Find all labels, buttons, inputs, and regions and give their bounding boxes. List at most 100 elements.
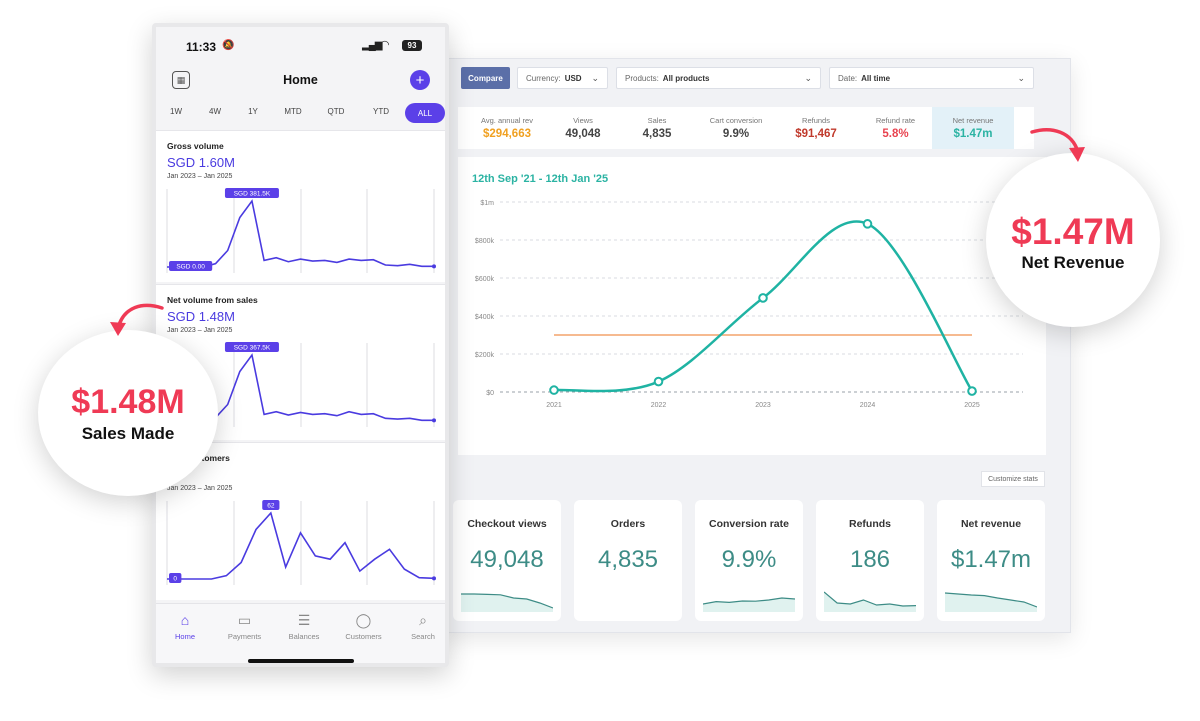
stat-value: 186 <box>849 546 891 573</box>
currency-select[interactable]: Currency: USD ⌄ <box>517 67 608 89</box>
data-point[interactable] <box>862 219 873 229</box>
kpi-0[interactable]: Avg. annual rev $294,663 <box>468 107 546 149</box>
range-tab-1y[interactable]: 1Y <box>248 107 258 116</box>
x-tick-label: 2024 <box>860 402 876 409</box>
search-icon: ⌕ <box>419 612 427 628</box>
sparkline-area <box>461 594 553 612</box>
peak-badge <box>262 500 280 510</box>
range-tab-ytd[interactable]: YTD <box>373 107 389 116</box>
range-tab-all[interactable]: ALL <box>405 103 445 123</box>
range-tab-1w[interactable]: 1W <box>170 107 182 116</box>
sparkline-area <box>945 593 1037 612</box>
net-revenue-line-chart: $0 $200k $400k $600k $800k $1m 2021 2022 2023 202… <box>475 200 1023 409</box>
chevron-down-icon: ⌄ <box>1017 73 1025 83</box>
kpi-label: Views <box>573 116 593 125</box>
nav-label: Payments <box>227 632 262 641</box>
range-tab-qtd[interactable]: QTD <box>327 107 345 116</box>
metric-sparkline-chart: SGD 381.5K SGD 0.00 <box>166 188 436 273</box>
stat-title: Refunds <box>849 518 891 530</box>
compare-button[interactable]: Compare <box>461 67 510 89</box>
kpi-label: Net revenue <box>952 116 994 125</box>
stat-card-0[interactable]: Checkout views 49,048 <box>453 500 561 621</box>
revenue-chart-card: 12th Sep '21 - 12th Jan '25 $0 $200k $400k… <box>458 157 1046 455</box>
products-value: All products <box>662 73 710 83</box>
products-select[interactable]: Products: All products ⌄ <box>616 67 821 89</box>
peak-badge <box>224 188 279 198</box>
curved-arrow-icon <box>1030 128 1085 162</box>
range-tab-mtd[interactable]: MTD <box>284 107 302 116</box>
nav-label: Balances <box>288 632 320 641</box>
kpi-value: 49,048 <box>565 128 601 140</box>
range-tabs: 1W 4W 1Y MTD QTD YTD ALL <box>156 103 445 125</box>
products-label: Products: <box>625 73 659 83</box>
kpi-5[interactable]: Refund rate 5.8% <box>856 107 935 149</box>
end-point <box>432 576 436 581</box>
phone-frame: 11:33 🔕 ▂▄▆ ◠ 93 ▦ Home + 1W 4W 1Y MTD QTD YT… <box>152 23 449 667</box>
date-value: All time <box>861 73 891 83</box>
peak-label: SGD 381.5K <box>234 191 271 198</box>
nav-item-home[interactable]: ⌂ Home <box>160 612 210 641</box>
metric-date-range: Jan 2023 – Jan 2025 <box>167 173 233 180</box>
sparkline-area <box>824 592 916 612</box>
date-label: Date: <box>838 73 858 83</box>
metric-value: SGD 1.60M <box>167 155 235 170</box>
kpi-1[interactable]: Views 49,048 <box>548 107 618 149</box>
customize-stats-button[interactable]: Customize stats <box>981 471 1045 487</box>
nav-item-customers[interactable]: ◯ Customers <box>339 612 389 641</box>
kpi-value: 5.8% <box>882 128 909 140</box>
stat-card-2[interactable]: Conversion rate 9.9% <box>695 500 803 621</box>
sparkline <box>945 592 1037 612</box>
y-tick-label: $200k <box>475 352 495 359</box>
sparkline-line <box>945 592 1037 608</box>
currency-label: Currency: <box>526 73 561 83</box>
add-button[interactable]: + <box>410 70 430 90</box>
kpi-3[interactable]: Cart conversion 9.9% <box>696 107 776 149</box>
kpi-label: Sales <box>647 116 667 125</box>
y-tick-label: $1m <box>480 200 494 207</box>
metric-value: SGD 1.48M <box>167 309 235 324</box>
y-tick-label: $400k <box>475 314 495 321</box>
sales-made-callout: $1.48M Sales Made <box>38 330 218 496</box>
sales-made-value: $1.48M <box>71 383 185 421</box>
app-header: ▦ Home + <box>156 67 445 99</box>
kpi-strip: Avg. annual rev $294,663 Views 49,048 Sales 4… <box>458 107 1034 149</box>
data-point[interactable] <box>653 376 664 387</box>
sparkline <box>461 593 553 612</box>
stat-card-4[interactable]: Net revenue $1.47m <box>937 500 1045 621</box>
kpi-2[interactable]: Sales 4,835 <box>618 107 696 149</box>
kpi-value: $294,663 <box>483 128 531 140</box>
sparkline <box>703 597 795 612</box>
data-point[interactable] <box>549 385 559 395</box>
y-tick-label: $0 <box>486 390 494 397</box>
x-tick-label: 2022 <box>651 402 667 409</box>
stat-card-1[interactable]: Orders 4,835 <box>574 500 682 621</box>
date-select[interactable]: Date: All time ⌄ <box>829 67 1034 89</box>
home-indicator <box>248 659 354 663</box>
nav-item-balances[interactable]: ☰ Balances <box>279 612 329 641</box>
bell-muted-icon: 🔕 <box>222 40 235 51</box>
base-badge <box>169 573 182 583</box>
dashboard-toolbar: Compare Currency: USD ⌄ Products: All pr… <box>441 59 1072 99</box>
peak-label: 62 <box>267 503 275 510</box>
stat-title: Conversion rate <box>709 518 789 530</box>
stat-title: Checkout views <box>467 518 547 530</box>
data-point[interactable] <box>967 386 977 396</box>
store-icon[interactable]: ▦ <box>172 71 190 89</box>
metric-title: Gross volume <box>167 141 224 151</box>
nav-item-search[interactable]: ⌕ Search <box>398 612 445 641</box>
sparkline-line <box>824 591 916 607</box>
metric-panel-0[interactable]: Gross volume SGD 1.60M Jan 2023 – Jan 2025… <box>156 130 445 282</box>
stat-card-3[interactable]: Refunds 186 <box>816 500 924 621</box>
nav-item-payments[interactable]: ▭ Payments <box>220 612 270 641</box>
kpi-6[interactable]: Net revenue $1.47m <box>932 107 1014 149</box>
metric-sparkline-chart: 62 0 <box>166 500 436 585</box>
range-tab-4w[interactable]: 4W <box>209 107 221 116</box>
data-point[interactable] <box>758 293 768 303</box>
page-title: Home <box>283 73 318 87</box>
currency-value: USD <box>564 73 582 83</box>
stat-value: 9.9% <box>721 546 777 573</box>
kpi-4[interactable]: Refunds $91,467 <box>776 107 856 149</box>
metric-date-range: Jan 2023 – Jan 2025 <box>167 485 233 492</box>
net-revenue-label: Net Revenue <box>1021 253 1125 272</box>
